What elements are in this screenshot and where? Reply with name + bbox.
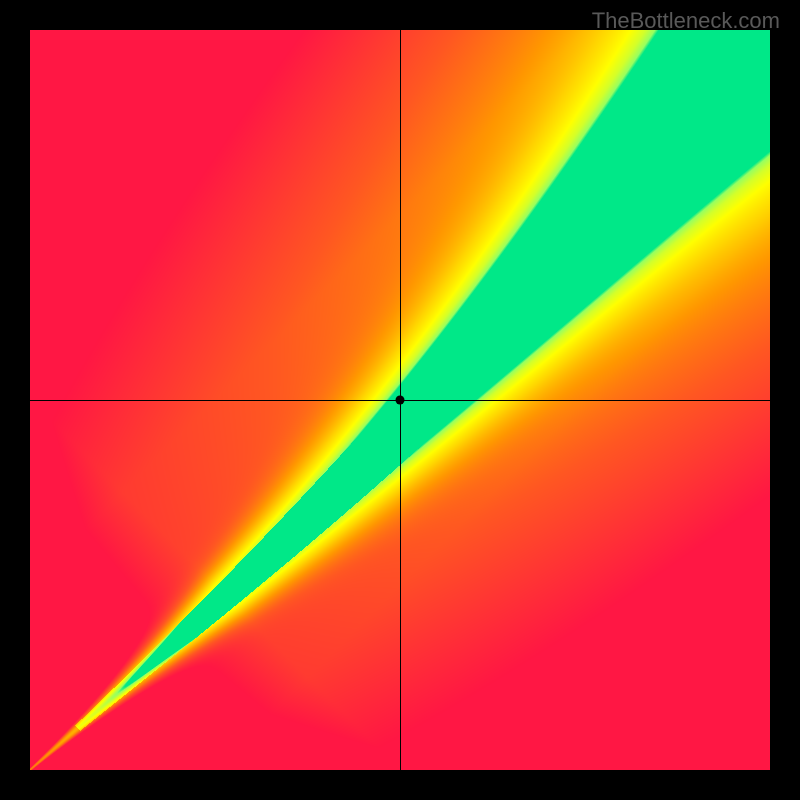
chart-container: { "watermark": { "text": "TheBottleneck.… [0,0,800,800]
watermark-text: TheBottleneck.com [592,8,780,34]
bottleneck-heatmap [0,0,800,800]
